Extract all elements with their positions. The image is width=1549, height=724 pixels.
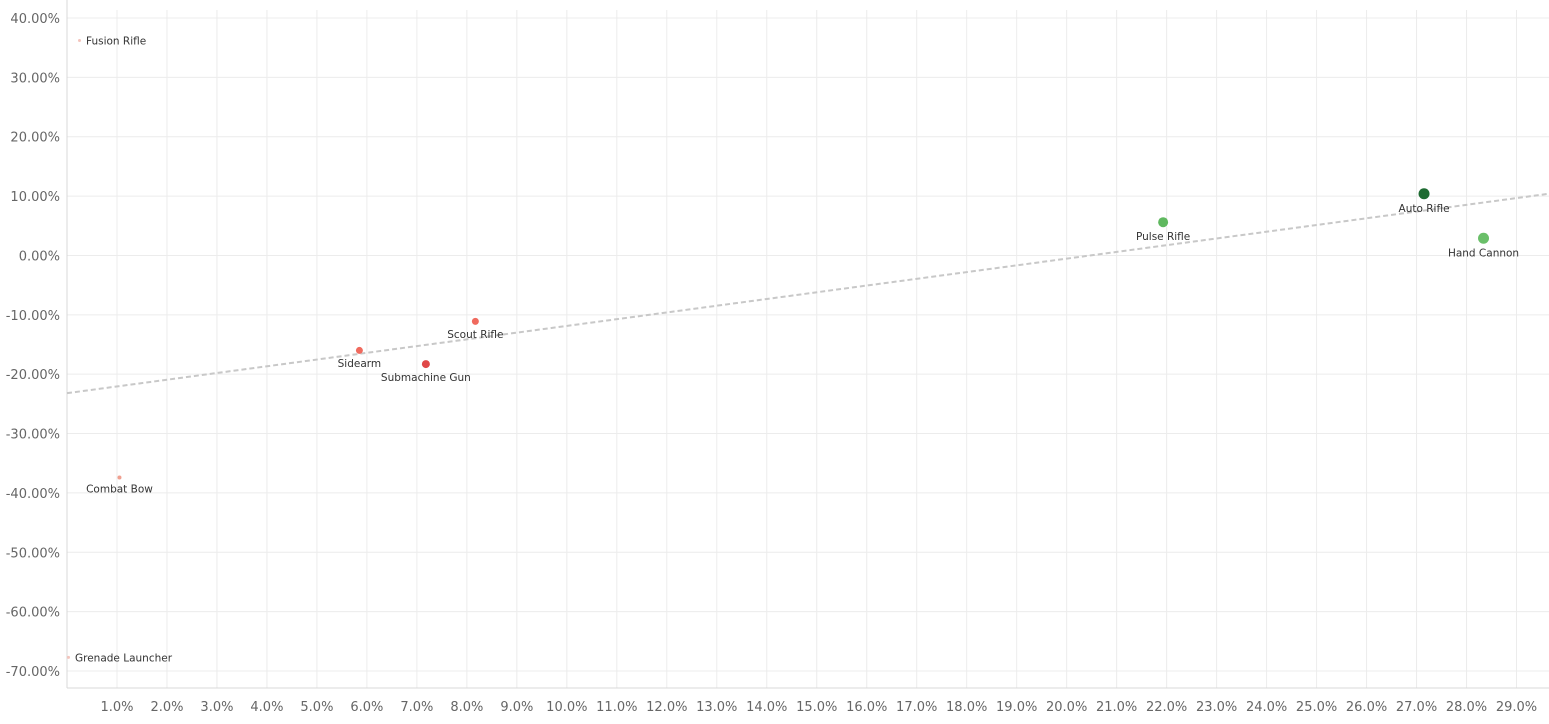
x-tick-label: 20.0% bbox=[1046, 700, 1087, 715]
trend-line bbox=[66, 192, 1549, 395]
data-point[interactable] bbox=[1418, 188, 1430, 200]
point-label: Hand Cannon bbox=[1448, 248, 1519, 260]
y-tick-label: 30.00% bbox=[10, 71, 60, 86]
point-label: Sidearm bbox=[338, 358, 382, 370]
data-point[interactable] bbox=[471, 317, 479, 325]
y-tick-label: -30.00% bbox=[6, 428, 60, 443]
x-tick-label: 29.0% bbox=[1496, 700, 1537, 715]
axis-layer: 1.0% 2.0% 3.0% 4.0% 5.0% 6.0% 7.0% 8.0% 9.0% 10.0… bbox=[6, 0, 1549, 715]
y-tick-label: -50.00% bbox=[6, 546, 60, 561]
x-tick-label: 21.0% bbox=[1096, 700, 1137, 715]
x-tick-label: 18.0% bbox=[946, 700, 987, 715]
data-point[interactable] bbox=[1158, 217, 1169, 228]
data-point[interactable] bbox=[355, 346, 363, 354]
x-tick-label: 3.0% bbox=[200, 700, 233, 715]
y-tick-label: -60.00% bbox=[6, 606, 60, 621]
x-tick-label: 10.0% bbox=[546, 700, 587, 715]
y-tick-label: 20.00% bbox=[10, 131, 60, 146]
point-layer bbox=[66, 39, 1490, 659]
trend-layer bbox=[66, 192, 1549, 395]
point-label: Auto Rifle bbox=[1399, 203, 1450, 215]
x-tick-label: 13.0% bbox=[696, 700, 737, 715]
y-tick-label: 40.00% bbox=[10, 12, 60, 27]
data-point[interactable] bbox=[421, 360, 430, 369]
x-tick-label: 14.0% bbox=[746, 700, 787, 715]
data-point[interactable] bbox=[117, 475, 122, 480]
x-tick-label: 17.0% bbox=[896, 700, 937, 715]
grid-layer bbox=[67, 10, 1549, 688]
point-label: Grenade Launcher bbox=[75, 652, 173, 664]
data-point[interactable] bbox=[77, 39, 81, 43]
x-tick-label: 8.0% bbox=[450, 700, 483, 715]
point-label: Fusion Rifle bbox=[86, 36, 146, 48]
data-point[interactable] bbox=[1478, 232, 1490, 244]
x-tick-label: 12.0% bbox=[646, 700, 687, 715]
y-tick-label: -20.00% bbox=[6, 368, 60, 383]
x-tick-label: 22.0% bbox=[1146, 700, 1187, 715]
x-tick-label: 26.0% bbox=[1346, 700, 1387, 715]
y-tick-label: -40.00% bbox=[6, 487, 60, 502]
x-tick-label: 2.0% bbox=[150, 700, 183, 715]
x-tick-label: 4.0% bbox=[250, 700, 283, 715]
label-layer: Fusion Rifle Combat Bow Grenade Launcher Si… bbox=[75, 36, 1519, 665]
point-label: Combat Bow bbox=[86, 483, 153, 495]
x-tick-label: 11.0% bbox=[596, 700, 637, 715]
x-tick-label: 28.0% bbox=[1446, 700, 1487, 715]
point-label: Scout Rifle bbox=[447, 329, 503, 341]
x-tick-label: 6.0% bbox=[350, 700, 383, 715]
x-tick-label: 9.0% bbox=[500, 700, 533, 715]
x-tick-label: 1.0% bbox=[100, 700, 133, 715]
x-tick-label: 5.0% bbox=[300, 700, 333, 715]
x-tick-label: 24.0% bbox=[1246, 700, 1287, 715]
x-tick-label: 15.0% bbox=[796, 700, 837, 715]
x-tick-label: 23.0% bbox=[1196, 700, 1237, 715]
x-tick-label: 25.0% bbox=[1296, 700, 1337, 715]
y-tick-label: 10.00% bbox=[10, 190, 60, 205]
point-label: Pulse Rifle bbox=[1136, 231, 1190, 243]
y-tick-label: -10.00% bbox=[6, 309, 60, 324]
y-tick-label: -70.00% bbox=[6, 665, 60, 680]
y-tick-label: 0.00% bbox=[19, 249, 60, 264]
data-point[interactable] bbox=[66, 655, 70, 659]
x-tick-label: 7.0% bbox=[400, 700, 433, 715]
x-tick-label: 19.0% bbox=[996, 700, 1037, 715]
point-label: Submachine Gun bbox=[381, 372, 471, 384]
x-tick-label: 16.0% bbox=[846, 700, 887, 715]
x-tick-label: 27.0% bbox=[1396, 700, 1437, 715]
